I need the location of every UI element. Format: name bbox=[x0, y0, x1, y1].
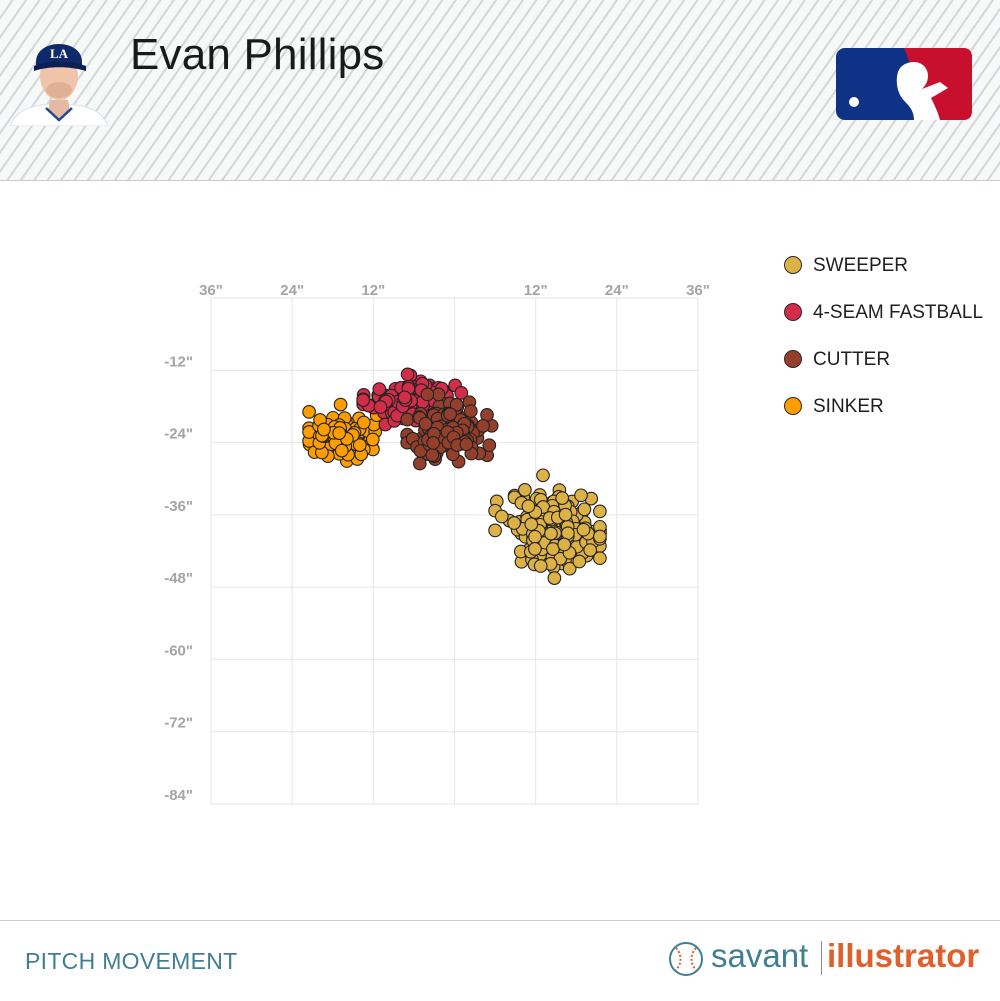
x-axis-ticks: 36" 24" 12" 12" 24" 36" bbox=[199, 282, 710, 299]
chart-grid bbox=[210, 297, 699, 805]
y-tick-label: -48" bbox=[164, 570, 193, 587]
pitch-point-sweeper bbox=[507, 516, 521, 530]
x-tick-label: 24" bbox=[605, 282, 629, 299]
x-tick-label: 24" bbox=[280, 282, 304, 299]
brand-illustrator-text: illustrator bbox=[827, 937, 980, 974]
pitch-point-sweeper bbox=[524, 517, 539, 532]
pitch-point-4-seam-fastball bbox=[372, 382, 387, 396]
pitch-point-sweeper bbox=[562, 561, 577, 576]
pitch-point-sweeper bbox=[557, 537, 572, 552]
series-sweeper bbox=[488, 468, 607, 585]
pitch-point-4-seam-fastball bbox=[373, 400, 388, 414]
pitch-point-sinker bbox=[302, 405, 316, 419]
x-tick-label: 36" bbox=[199, 282, 223, 299]
pitch-point-sweeper bbox=[528, 529, 542, 544]
pitch-point-sweeper bbox=[593, 551, 607, 566]
pitch-point-cutter bbox=[418, 416, 433, 431]
player-headshot-icon: LA bbox=[9, 44, 109, 126]
chart-points bbox=[302, 367, 607, 585]
legend-swatch-sweeper bbox=[784, 256, 802, 274]
legend-label-sweeper: SWEEPER bbox=[813, 255, 909, 276]
y-axis-ticks: -12" -24" -36" -48" -60" -72" -84" bbox=[164, 353, 193, 804]
pitch-point-sweeper bbox=[561, 526, 575, 541]
baseball-icon bbox=[669, 942, 703, 976]
pitch-point-cutter bbox=[426, 436, 441, 450]
series-cutter bbox=[400, 387, 499, 471]
pitch-point-4-seam-fastball bbox=[454, 386, 469, 400]
pitch-point-cutter bbox=[443, 407, 457, 421]
legend-label-4-seam-fastball: 4-SEAM FASTBALL bbox=[813, 302, 984, 323]
pitch-point-cutter bbox=[420, 387, 435, 402]
y-tick-label: -72" bbox=[164, 715, 193, 732]
footer-bar: PITCH MOVEMENT savant illustrator bbox=[0, 920, 1000, 1001]
mlb-logo-icon bbox=[836, 48, 972, 120]
pitch-point-sinker bbox=[332, 426, 347, 440]
pitch-point-sweeper bbox=[544, 526, 558, 541]
y-tick-label: -12" bbox=[164, 353, 193, 370]
pitch-point-sweeper bbox=[572, 554, 587, 569]
pitch-point-sinker bbox=[352, 438, 367, 452]
pitch-point-sweeper bbox=[536, 468, 550, 483]
x-tick-label: 12" bbox=[361, 282, 385, 299]
y-tick-label: -84" bbox=[164, 787, 193, 804]
pitch-point-cutter bbox=[463, 404, 478, 418]
pitch-point-sweeper bbox=[521, 499, 536, 514]
pitch-point-sinker bbox=[356, 415, 371, 430]
pitch-point-sweeper bbox=[558, 507, 573, 522]
pitch-point-sinker bbox=[334, 443, 349, 458]
pitch-point-cutter bbox=[449, 397, 464, 412]
pitch-point-sweeper bbox=[494, 509, 509, 524]
footer-title: PITCH MOVEMENT bbox=[25, 948, 238, 974]
x-tick-label: 36" bbox=[686, 282, 710, 299]
legend-swatch-4-seam-fastball bbox=[784, 303, 802, 321]
pitch-point-sweeper bbox=[574, 488, 588, 503]
y-tick-label: -36" bbox=[164, 498, 193, 515]
pitch-point-sweeper bbox=[577, 502, 592, 517]
pitch-point-sweeper bbox=[583, 543, 598, 557]
pitch-point-sweeper bbox=[533, 559, 548, 573]
pitch-point-sweeper bbox=[546, 542, 560, 556]
player-name: Evan Phillips bbox=[130, 30, 385, 79]
x-tick-label: 12" bbox=[524, 282, 548, 299]
pitch-point-sweeper bbox=[528, 542, 542, 556]
pitch-point-cutter bbox=[476, 419, 490, 433]
pitch-point-cutter bbox=[400, 412, 415, 427]
pitch-point-sweeper bbox=[576, 522, 591, 537]
pitch-point-4-seam-fastball bbox=[356, 393, 371, 407]
pitch-point-sweeper bbox=[593, 504, 607, 519]
header-banner: LA Evan Phillips bbox=[0, 0, 1000, 181]
pitch-point-cutter bbox=[425, 448, 440, 462]
legend-label-sinker: SINKER bbox=[813, 396, 884, 417]
brand-divider bbox=[821, 941, 822, 975]
pitch-point-sweeper bbox=[488, 523, 502, 538]
pitch-point-sinker bbox=[317, 422, 331, 437]
pitch-point-sweeper bbox=[593, 529, 607, 544]
y-tick-label: -60" bbox=[164, 642, 193, 659]
legend-swatch-cutter bbox=[784, 350, 802, 368]
pitch-point-cutter bbox=[482, 438, 497, 453]
svg-text:LA: LA bbox=[50, 46, 69, 61]
pitch-movement-chart: 36" 24" 12" 12" 24" 36" -12"-24"-36"-48"-60"-… bbox=[164, 282, 710, 805]
pitch-point-sinker bbox=[365, 432, 380, 447]
pitch-point-sinker bbox=[333, 397, 348, 412]
series-sinker bbox=[302, 397, 384, 468]
brand-savant-text: savant bbox=[711, 937, 809, 974]
legend-label-cutter: CUTTER bbox=[813, 349, 891, 370]
pitch-point-sweeper bbox=[555, 491, 570, 505]
pitch-point-sweeper bbox=[547, 571, 562, 585]
pitch-point-cutter bbox=[459, 437, 474, 452]
y-tick-label: -24" bbox=[164, 426, 193, 443]
pitch-point-4-seam-fastball bbox=[400, 367, 415, 382]
pitch-point-4-seam-fastball bbox=[397, 390, 412, 405]
legend-swatch-sinker bbox=[784, 397, 802, 415]
pitch-point-sweeper bbox=[518, 483, 532, 497]
